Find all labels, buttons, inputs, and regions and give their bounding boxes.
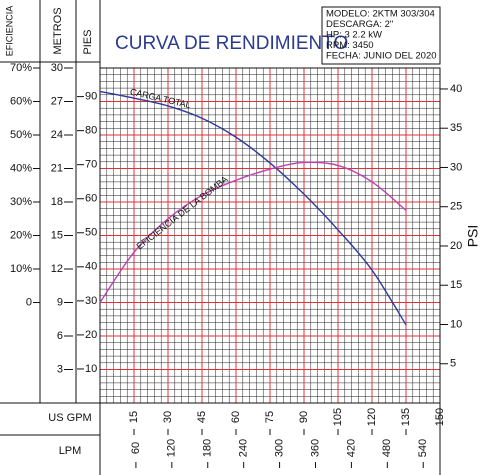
y4-tick-label: 15 <box>450 279 462 291</box>
y3-tick-label: 60 <box>85 193 97 205</box>
y4-label: PSI <box>465 225 481 248</box>
info-line: DESCARGA: 2" <box>326 19 393 30</box>
x2-tick-label: 360 <box>309 439 321 457</box>
x2-tick-label: 180 <box>202 439 214 457</box>
x-tick-label: 60 <box>230 411 242 423</box>
series-label: CARGA TOTAL <box>129 87 192 111</box>
x2-tick-label: 120 <box>166 439 178 457</box>
x2-tick-label: 480 <box>381 439 393 457</box>
y-tick-label: 27 <box>51 95 63 107</box>
info-line: FECHA: JUNIO DEL 2020 <box>326 51 437 62</box>
info-line: MODELO: 2KTM 303/304 <box>326 9 435 20</box>
y3-tick-label: 40 <box>85 261 97 273</box>
x2-tick-label: 540 <box>417 439 429 457</box>
y4-tick-label: 20 <box>450 240 462 252</box>
plot-frame <box>99 67 441 404</box>
x-tick-label: 75 <box>264 411 276 423</box>
y4-tick-label: 25 <box>450 201 462 213</box>
chart-title: CURVA DE RENDIMIENTO <box>115 33 348 54</box>
y3-tick-label: 30 <box>85 295 97 307</box>
y2-tick-label: 30% <box>10 196 32 208</box>
y2-tick-label: 50% <box>10 129 32 141</box>
curve <box>99 161 407 303</box>
y-tick-label: 12 <box>51 263 63 275</box>
x-tick-label: 15 <box>128 411 140 423</box>
y3-tick-label: 50 <box>85 227 97 239</box>
y2-tick-label: 70% <box>10 62 32 74</box>
info-line: HP: 3 2.2 kW <box>326 30 382 41</box>
y-tick-label: 30 <box>51 62 63 74</box>
y2-label: EFICIENCIA <box>4 6 14 57</box>
y3-tick-label: 80 <box>85 125 97 137</box>
x-tick-label: 135 <box>400 408 412 426</box>
info-line: RPM: 3450 <box>326 40 374 51</box>
x-tick-label: 150 <box>434 408 446 426</box>
x2-tick-label: 240 <box>238 439 250 457</box>
y4-tick-label: 30 <box>450 161 462 173</box>
x-tick-label: 45 <box>196 411 208 423</box>
y2-tick-label: 40% <box>10 162 32 174</box>
info-box <box>321 6 441 65</box>
x-tick-label: 105 <box>332 408 344 426</box>
x2-tick-label: 420 <box>345 439 357 457</box>
x-tick-label: 90 <box>298 411 310 423</box>
x-tick-label: 120 <box>366 408 378 426</box>
y2-tick-label: 20% <box>10 229 32 241</box>
y4-tick-label: 35 <box>450 122 462 134</box>
curve <box>99 90 407 326</box>
x-tick-label: 30 <box>162 411 174 423</box>
y-tick-label: 18 <box>51 196 63 208</box>
y3-tick-label: 70 <box>85 159 97 171</box>
y2-tick-label: 0 <box>26 296 32 308</box>
y2-tick-label: 10% <box>10 263 32 275</box>
y-tick-label: 9 <box>57 296 63 308</box>
y-tick-label: 6 <box>57 330 63 342</box>
y3-tick-label: 10 <box>85 363 97 375</box>
y-tick-label: 3 <box>57 363 63 375</box>
y3-tick-label: 90 <box>85 91 97 103</box>
y4-tick-label: 40 <box>450 83 462 95</box>
y-tick-label: 24 <box>51 129 63 141</box>
x2-label: LPM <box>59 445 82 457</box>
x2-tick-label: 300 <box>273 439 285 457</box>
y-tick-label: 21 <box>51 162 63 174</box>
y-label: METROS <box>52 7 64 54</box>
y2-tick-label: 60% <box>10 95 32 107</box>
y4-tick-label: 10 <box>450 318 462 330</box>
x2-tick-label: 60 <box>130 442 142 454</box>
x-label: US GPM <box>48 412 91 424</box>
y-tick-label: 15 <box>51 229 63 241</box>
y4-tick-label: 5 <box>450 358 456 370</box>
y3-label: PIES <box>82 29 94 54</box>
y3-tick-label: 20 <box>85 329 97 341</box>
